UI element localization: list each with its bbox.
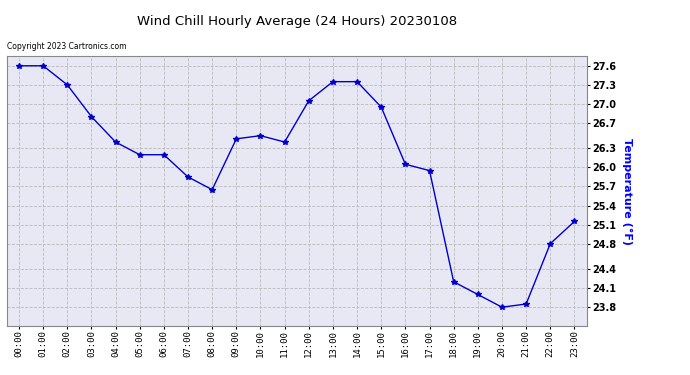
Y-axis label: Temperature (°F): Temperature (°F): [622, 138, 632, 245]
Text: Copyright 2023 Cartronics.com: Copyright 2023 Cartronics.com: [7, 42, 126, 51]
Text: Wind Chill Hourly Average (24 Hours) 20230108: Wind Chill Hourly Average (24 Hours) 202…: [137, 15, 457, 28]
